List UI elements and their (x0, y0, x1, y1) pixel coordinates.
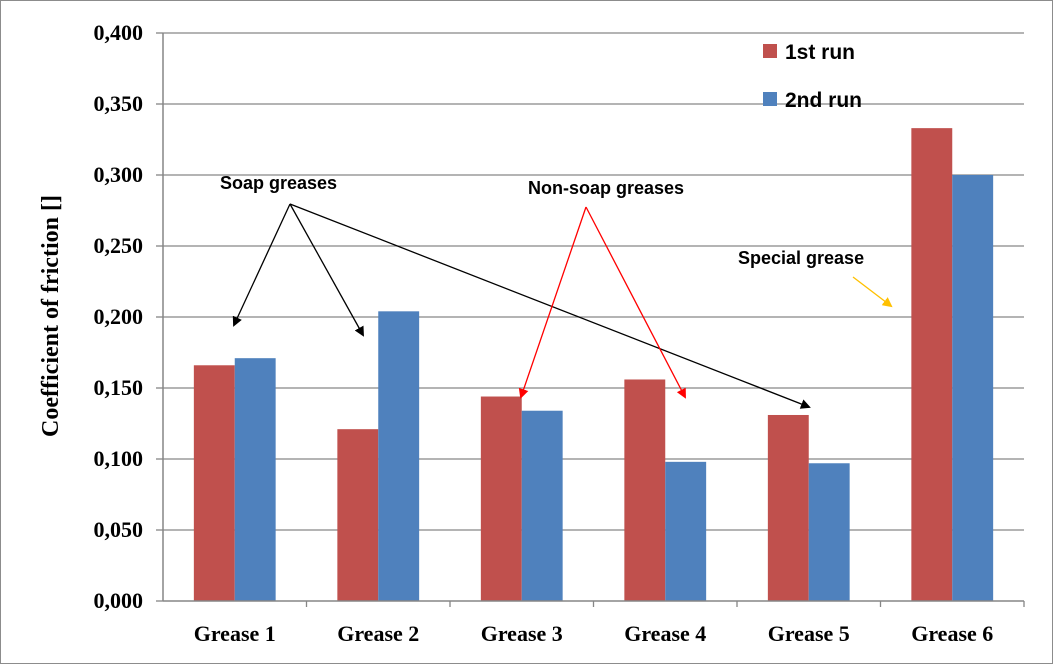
annotation-non-soap-greases: Non-soap greases (528, 178, 684, 198)
y-tick-label: 0,200 (94, 304, 144, 329)
arrow-special-to-grease-6 (852, 276, 893, 308)
gridlines (156, 32, 1024, 602)
y-tick-labels: 0,000 0,050 0,100 0,150 0,200 0,250 0,300 0,350… (94, 20, 144, 613)
x-tick-label: Grease 6 (911, 621, 993, 646)
y-tick-label: 0,350 (94, 91, 144, 116)
arrow-non-soap-to-grease-4 (585, 206, 686, 399)
annotation-special-grease: Special grease (738, 248, 864, 268)
y-tick-label: 0,250 (94, 233, 144, 258)
legend-swatch-1st-run (763, 44, 777, 58)
bars (193, 128, 994, 601)
annotation-soap-greases: Soap greases (220, 173, 337, 193)
bar-2nd-run-grease-1 (234, 358, 276, 601)
bar-1st-run-grease-3 (480, 396, 522, 601)
legend: 1st run 2nd run (763, 41, 862, 112)
arrow-non-soap-to-grease-3 (518, 206, 587, 399)
x-tick-label: Grease 5 (768, 621, 850, 646)
legend-swatch-2nd-run (763, 92, 777, 106)
y-tick-label: 0,000 (94, 588, 144, 613)
y-tick-label: 0,400 (94, 20, 144, 45)
bar-2nd-run-grease-6 (952, 175, 994, 601)
x-tick-label: Grease 1 (194, 621, 276, 646)
y-tick-label: 0,050 (94, 517, 144, 542)
annotations: Soap greases Non-soap greases Special gr… (220, 173, 893, 409)
bar-1st-run-grease-2 (337, 429, 379, 601)
x-tick-label: Grease 3 (481, 621, 563, 646)
y-tick-label: 0,150 (94, 375, 144, 400)
bar-2nd-run-grease-3 (521, 410, 563, 601)
bar-2nd-run-grease-4 (665, 461, 707, 601)
x-tick-labels: Grease 1 Grease 2 Grease 3 Grease 4 Grease 5… (194, 621, 994, 646)
x-tick-label: Grease 4 (624, 621, 706, 646)
x-tick-label: Grease 2 (337, 621, 419, 646)
bar-2nd-run-grease-5 (808, 463, 850, 601)
bar-1st-run-grease-1 (193, 365, 235, 601)
arrow-soap-to-grease-5 (289, 203, 811, 409)
arrow-soap-to-grease-1 (232, 203, 291, 327)
legend-label-1st-run: 1st run (785, 41, 855, 64)
bar-1st-run-grease-4 (624, 379, 666, 601)
bar-2nd-run-grease-2 (378, 311, 420, 601)
bar-1st-run-grease-6 (911, 128, 953, 601)
y-tick-label: 0,300 (94, 162, 144, 187)
bar-1st-run-grease-5 (767, 414, 809, 601)
y-tick-label: 0,100 (94, 446, 144, 471)
axes (162, 33, 1025, 607)
y-axis-title: Coefficient of friction [] (38, 195, 64, 437)
legend-label-2nd-run: 2nd run (785, 89, 862, 112)
arrow-soap-to-grease-2 (289, 203, 364, 337)
